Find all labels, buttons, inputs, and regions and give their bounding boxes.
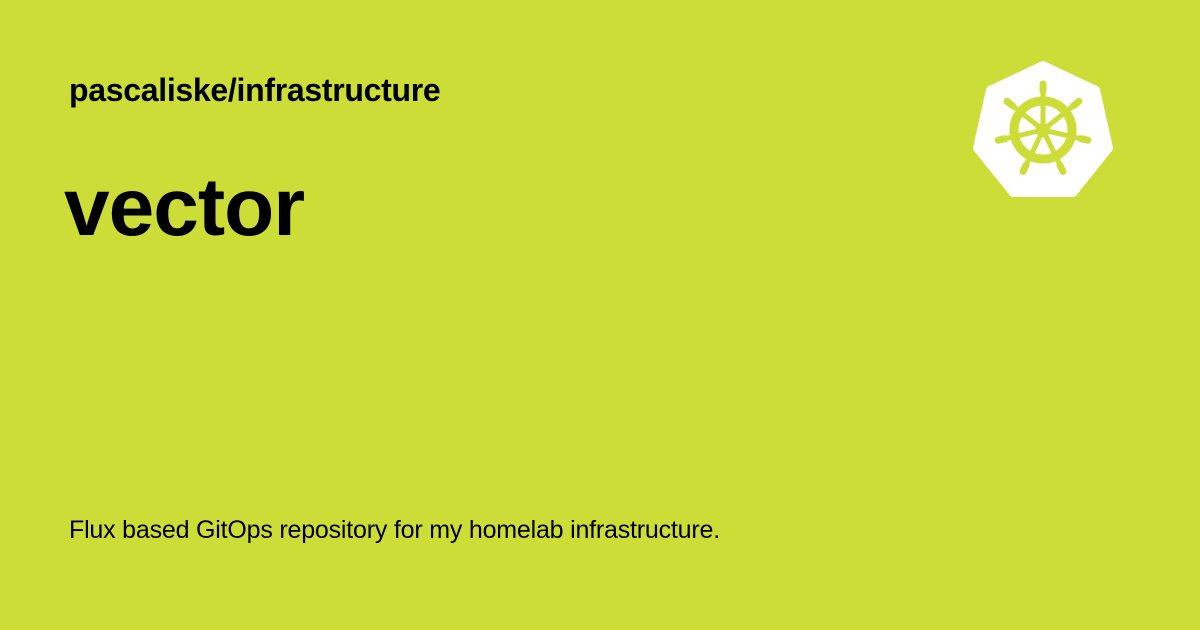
repo-name: pascaliske/infrastructure (69, 72, 441, 108)
page-title: vector (64, 162, 305, 253)
repo-description: Flux based GitOps repository for my home… (69, 516, 720, 544)
kubernetes-logo-icon (972, 60, 1114, 200)
